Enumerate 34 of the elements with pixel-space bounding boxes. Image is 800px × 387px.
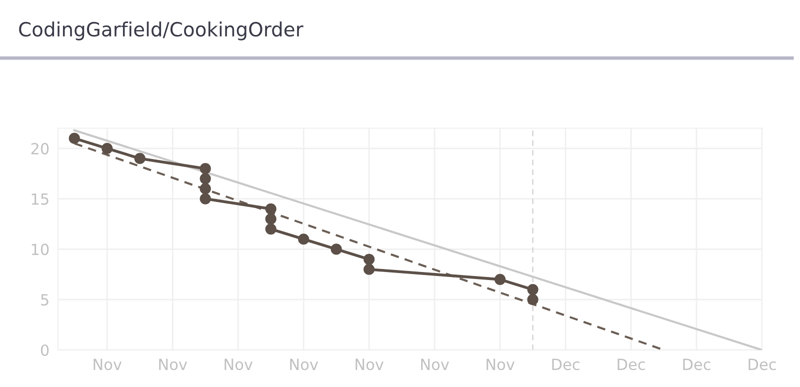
point — [265, 203, 276, 214]
x-tick-label: Nov — [159, 358, 188, 370]
x-tick-label: Dec — [552, 358, 580, 370]
x-tick-label: Nov — [290, 358, 318, 370]
chart-title: CodingGarfield/CookingOrder — [19, 22, 304, 40]
y-tick-label: 10 — [32, 244, 49, 256]
x-tick-label: Dec — [618, 358, 645, 370]
point — [265, 213, 276, 225]
point — [200, 183, 211, 194]
point — [68, 132, 80, 144]
point — [527, 294, 538, 306]
point — [364, 264, 375, 275]
y-tick-label: 15 — [32, 193, 48, 205]
point — [364, 254, 375, 265]
x-tick-label: Nov — [94, 358, 122, 370]
x-tick-label: Dec — [683, 358, 710, 370]
x-tick-label: Nov — [486, 358, 514, 370]
point — [494, 274, 506, 285]
point — [200, 173, 211, 184]
x-tick-label: Nov — [421, 358, 450, 370]
point — [102, 142, 113, 154]
x-tick-label: Nov — [356, 358, 384, 370]
point — [265, 223, 276, 235]
x-tick-label: Nov — [224, 358, 253, 370]
point — [527, 284, 538, 296]
point — [200, 163, 211, 174]
point — [298, 234, 310, 245]
point — [134, 152, 146, 164]
point — [200, 193, 211, 204]
point — [330, 244, 342, 255]
y-tick-label: 0 — [40, 344, 49, 356]
y-tick-label: 5 — [41, 294, 48, 306]
y-tick-label: 20 — [31, 142, 49, 154]
x-tick-label: Dec — [748, 358, 776, 370]
